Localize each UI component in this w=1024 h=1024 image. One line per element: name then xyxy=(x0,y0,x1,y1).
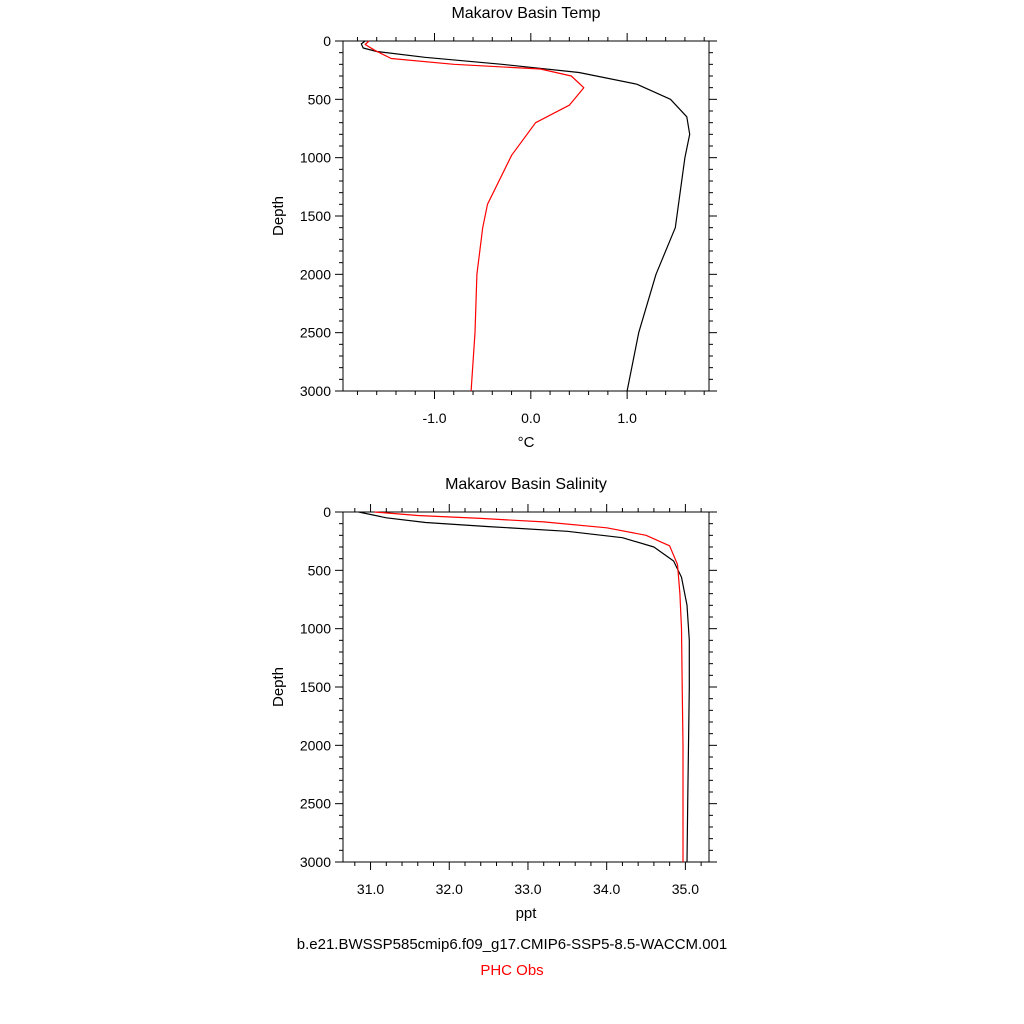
salinity-ytick-label: 500 xyxy=(308,562,332,578)
salinity-x-axis-label: ppt xyxy=(516,905,538,922)
salinity-ytick-label: 0 xyxy=(323,504,331,520)
salinity-model-line xyxy=(358,511,690,863)
temp-plot-frame xyxy=(342,40,710,392)
salinity-y-axis-label: Depth xyxy=(270,667,287,707)
salinity-ytick-label: 2500 xyxy=(300,796,331,812)
salinity-xtick-label: 35.0 xyxy=(672,881,699,897)
temp-y-axis-label: Depth xyxy=(270,196,287,236)
temp-ytick-label: 2500 xyxy=(300,325,331,341)
temp-model-line xyxy=(360,40,691,392)
temp-xtick-label: 1.0 xyxy=(617,410,637,426)
salinity-ytick-label: 1000 xyxy=(300,621,331,637)
temp-ytick-label: 0 xyxy=(323,33,331,49)
salinity-xtick-label: 34.0 xyxy=(593,881,620,897)
salinity-xtick-label: 33.0 xyxy=(514,881,541,897)
temp-panel: Makarov Basin Temp 0 500 1000 1500 2000 2500 30… xyxy=(270,5,717,451)
temp-obs-line xyxy=(364,40,585,392)
salinity-plot-frame xyxy=(342,511,710,863)
salinity-xtick-label: 31.0 xyxy=(357,881,384,897)
temp-x-axis-label: °C xyxy=(518,434,535,451)
salinity-panel: Makarov Basin Salinity 0 500 1000 1500 2000 25… xyxy=(270,476,717,922)
temp-ytick-label: 500 xyxy=(308,91,332,107)
legend-obs-label: PHC Obs xyxy=(480,962,544,979)
salinity-ytick-label: 1500 xyxy=(300,679,331,695)
salinity-ytick-label: 2000 xyxy=(300,737,331,753)
salinity-xtick-label: 32.0 xyxy=(436,881,463,897)
temp-ytick-label: 1000 xyxy=(300,150,331,166)
temp-xtick-label: -1.0 xyxy=(422,410,446,426)
temp-ytick-label: 1500 xyxy=(300,208,331,224)
temp-xtick-label: 0.0 xyxy=(521,410,541,426)
temp-ytick-label: 2000 xyxy=(300,266,331,282)
salinity-obs-line xyxy=(374,511,684,862)
salinity-ytick-label: 3000 xyxy=(300,854,331,870)
temp-chart-title: Makarov Basin Temp xyxy=(451,5,600,22)
salinity-chart-title: Makarov Basin Salinity xyxy=(445,476,607,493)
legend-model-label: b.e21.BWSSP585cmip6.f09_g17.CMIP6-SSP5-8… xyxy=(296,936,728,953)
temp-ytick-label: 3000 xyxy=(300,383,331,399)
